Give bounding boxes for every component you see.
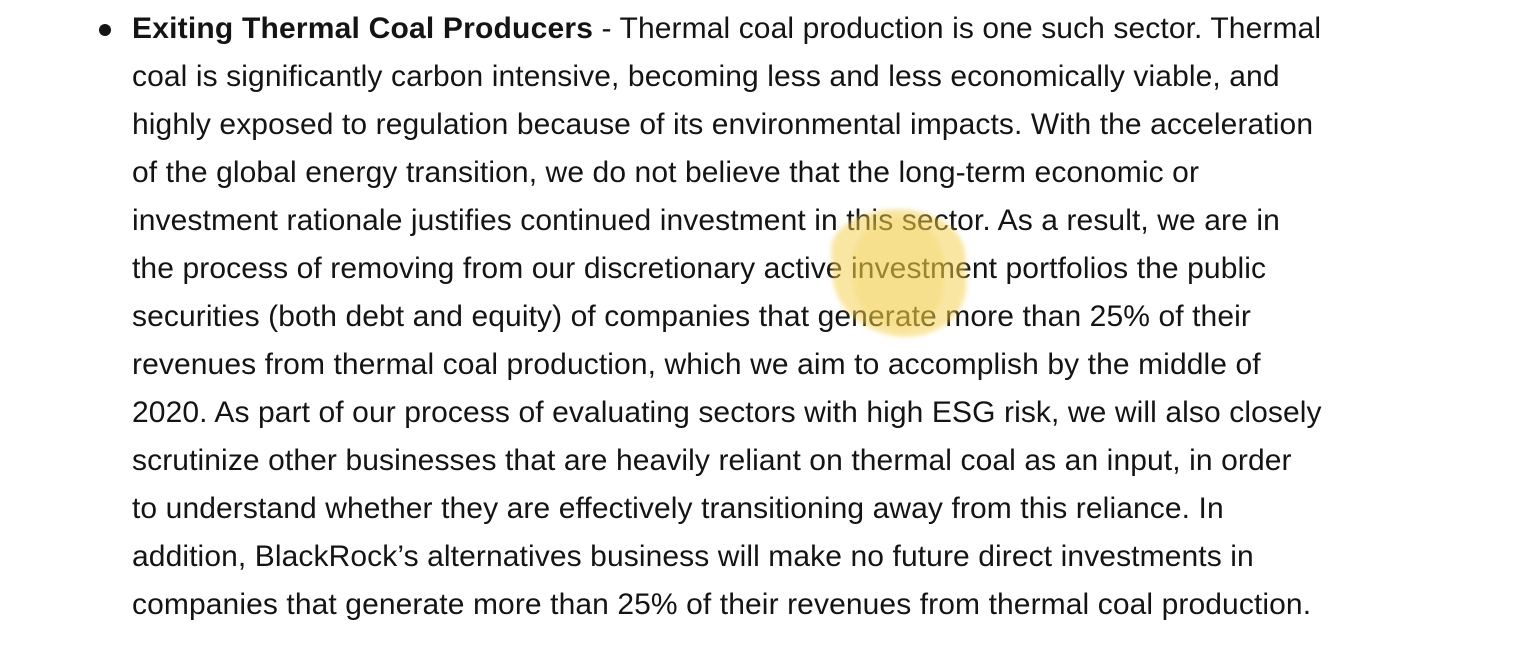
paragraph-line: of the global energy transition, we do n… bbox=[132, 156, 1200, 189]
paragraph-line: investment rationale justifies continued… bbox=[132, 204, 1280, 237]
paragraph-line: 2020. As part of our process of evaluati… bbox=[132, 396, 1322, 429]
paragraph-line: coal is significantly carbon intensive, … bbox=[132, 60, 1280, 93]
paragraph-title: Exiting Thermal Coal Producers bbox=[132, 12, 594, 45]
bullet-list-item: Exiting Thermal Coal Producers - Thermal… bbox=[132, 5, 1524, 629]
paragraph-line: the process of removing from our discret… bbox=[132, 252, 1267, 285]
paragraph-line: highly exposed to regulation because of … bbox=[132, 108, 1314, 141]
paragraph-line-text: Thermal coal production is one such sect… bbox=[619, 12, 1322, 45]
paragraph-line: addition, BlackRock’s alternatives busin… bbox=[132, 540, 1254, 573]
paragraph-line: to understand whether they are effective… bbox=[132, 492, 1224, 525]
paragraph-line: scrutinize other businesses that are hea… bbox=[132, 444, 1292, 477]
title-separator: - bbox=[593, 12, 620, 45]
paragraph-line: revenues from thermal coal production, w… bbox=[132, 348, 1261, 381]
bullet-icon bbox=[99, 24, 111, 36]
paragraph-line: Exiting Thermal Coal Producers - Thermal… bbox=[132, 5, 1524, 53]
paragraph-line: securities (both debt and equity) of com… bbox=[132, 300, 1251, 333]
paragraph-line: companies that generate more than 25% of… bbox=[132, 588, 1312, 621]
